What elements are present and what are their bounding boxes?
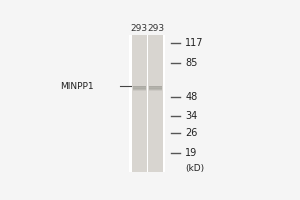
Text: (kD): (kD) bbox=[185, 164, 204, 173]
Text: 85: 85 bbox=[185, 58, 197, 68]
Bar bbox=[149, 86, 162, 87]
Bar bbox=[149, 88, 162, 90]
Bar bbox=[133, 88, 146, 89]
Bar bbox=[133, 89, 146, 91]
Text: 19: 19 bbox=[185, 148, 197, 158]
Bar bbox=[149, 87, 162, 88]
Text: 48: 48 bbox=[185, 92, 197, 102]
Text: 34: 34 bbox=[185, 111, 197, 121]
Text: 26: 26 bbox=[185, 128, 197, 138]
Text: MINPP1: MINPP1 bbox=[60, 82, 93, 91]
Bar bbox=[133, 88, 146, 90]
Bar bbox=[133, 87, 146, 88]
Text: 117: 117 bbox=[185, 38, 204, 48]
Bar bbox=[129, 35, 165, 172]
Bar bbox=[149, 89, 162, 91]
Bar bbox=[149, 88, 162, 89]
Text: 293: 293 bbox=[147, 24, 164, 33]
Bar bbox=[148, 35, 163, 172]
Text: 293: 293 bbox=[131, 24, 148, 33]
Bar bbox=[133, 86, 146, 87]
Bar bbox=[132, 35, 147, 172]
